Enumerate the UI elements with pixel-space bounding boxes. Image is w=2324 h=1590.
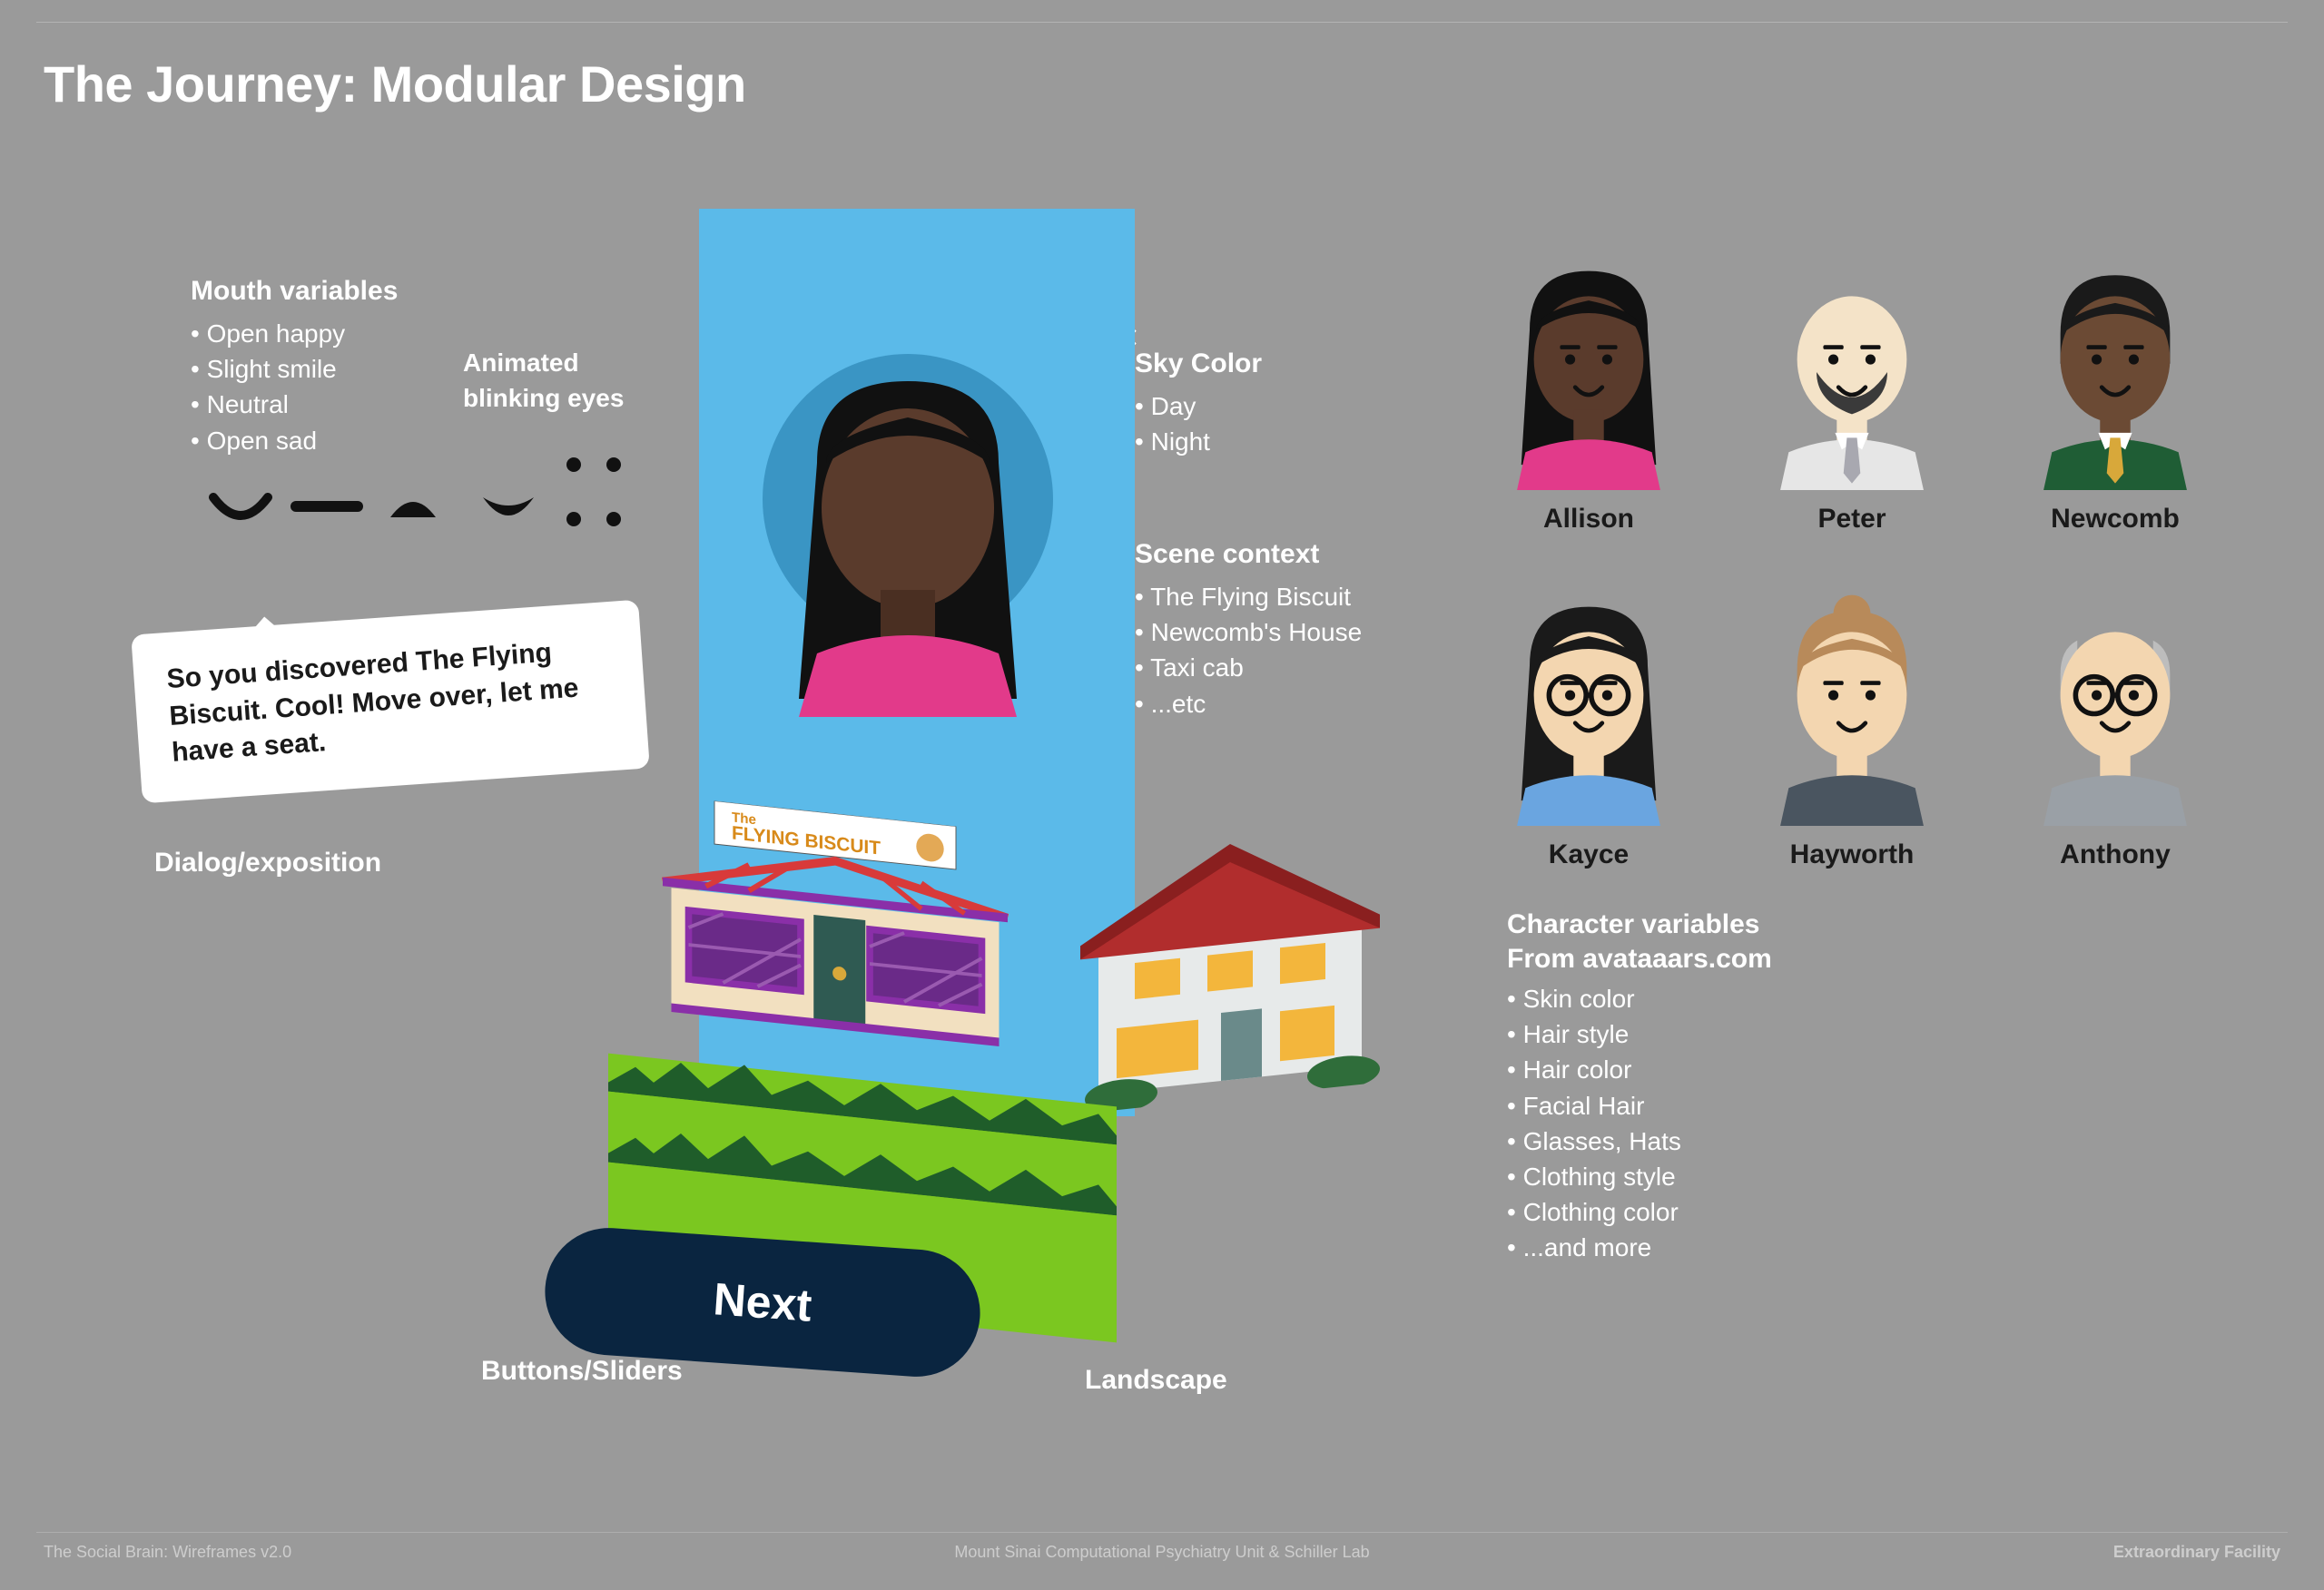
avatar-name: Anthony bbox=[1997, 839, 2233, 870]
landscape-label: Landscape bbox=[1085, 1361, 1227, 1399]
avatar-circle bbox=[763, 354, 1053, 644]
next-button-label: Next bbox=[712, 1272, 813, 1331]
page-title: The Journey: Modular Design bbox=[44, 54, 746, 113]
avatar-card-anthony: Anthony bbox=[1997, 590, 2233, 898]
mouth-open-happy-icon bbox=[209, 490, 272, 526]
mouth-neutral-icon bbox=[381, 490, 445, 526]
list-item: Clothing color bbox=[1507, 1194, 1772, 1230]
list-item: Hair color bbox=[1507, 1052, 1772, 1087]
avatar-card-allison: Allison bbox=[1471, 254, 1707, 563]
avatar-name: Allison bbox=[1471, 504, 1707, 535]
speech-bubble: So you discovered The Flying Biscuit. Co… bbox=[131, 600, 650, 803]
mouth-open-sad-icon bbox=[472, 486, 545, 532]
list-item: Slight smile bbox=[191, 351, 398, 387]
list-item: Open sad bbox=[191, 423, 398, 458]
mouth-glyph-row bbox=[209, 481, 635, 554]
store-flying-biscuit: The FLYING BISCUIT bbox=[655, 795, 1017, 1057]
character-variables-heading-l2: From avataaars.com bbox=[1507, 944, 1772, 974]
footer-center: Mount Sinai Computational Psychiatry Uni… bbox=[954, 1543, 1369, 1562]
mouth-variables-list: Open happy Slight smile Neutral Open sad bbox=[191, 316, 398, 458]
eyes-icon-1 bbox=[563, 454, 626, 481]
exploded-stack: The FLYING BISCUIT bbox=[635, 209, 1307, 1389]
house bbox=[1071, 810, 1389, 1115]
list-item: Glasses, Hats bbox=[1507, 1124, 1772, 1159]
buttons-sliders-label: Buttons/Sliders bbox=[481, 1352, 683, 1390]
character-variables-block: Character variables From avataaars.com S… bbox=[1507, 908, 1772, 1266]
list-item: Open happy bbox=[191, 316, 398, 351]
avatar-name: Hayworth bbox=[1734, 839, 1970, 870]
avatar-card-newcomb: Newcomb bbox=[1997, 254, 2233, 563]
footer-left: The Social Brain: Wireframes v2.0 bbox=[44, 1543, 291, 1562]
avatar-name: Kayce bbox=[1471, 839, 1707, 870]
list-item: ...and more bbox=[1507, 1230, 1772, 1265]
avatar-name: Newcomb bbox=[1997, 504, 2233, 535]
avatar-name: Peter bbox=[1734, 504, 1970, 535]
blinking-eyes-label: Animated blinking eyes bbox=[463, 345, 626, 416]
rule-top bbox=[36, 22, 2288, 23]
list-item: Skin color bbox=[1507, 981, 1772, 1016]
list-item: Clothing style bbox=[1507, 1159, 1772, 1194]
mouth-variables-heading: Mouth variables bbox=[191, 272, 398, 310]
footer-right: Extraordinary Facility bbox=[2113, 1543, 2280, 1562]
speech-bubble-text: So you discovered The Flying Biscuit. Co… bbox=[166, 638, 580, 768]
list-item: Neutral bbox=[191, 387, 398, 422]
mouth-slight-smile-icon bbox=[290, 497, 363, 515]
list-item: Hair style bbox=[1507, 1016, 1772, 1052]
dialog-exposition-label: Dialog/exposition bbox=[154, 844, 381, 882]
avatar-card-kayce: Kayce bbox=[1471, 590, 1707, 898]
rule-bottom bbox=[36, 1532, 2288, 1533]
footer: The Social Brain: Wireframes v2.0 Mount … bbox=[0, 1532, 2324, 1568]
avatar-card-peter: Peter bbox=[1734, 254, 1970, 563]
eyes-icon-2 bbox=[563, 508, 626, 535]
avatar-card-hayworth: Hayworth bbox=[1734, 590, 1970, 898]
character-variables-heading-l1: Character variables bbox=[1507, 909, 1760, 939]
avatars-grid: Allison Peter Newcomb bbox=[1471, 254, 2251, 898]
mouth-variables-block: Mouth variables Open happy Slight smile … bbox=[191, 272, 398, 458]
list-item: Facial Hair bbox=[1507, 1088, 1772, 1124]
